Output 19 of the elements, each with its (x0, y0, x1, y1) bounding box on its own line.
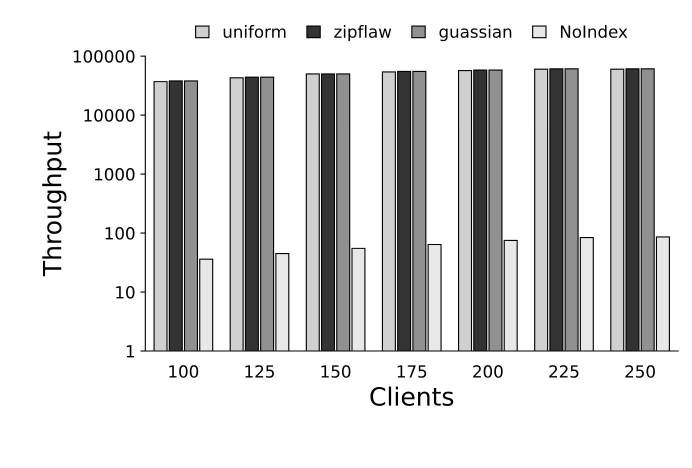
legend-label: uniform (224, 25, 286, 38)
legend-label: zipflaw (334, 25, 392, 42)
y-tick-label: 1 (126, 345, 134, 358)
y-tick-label: 100 (106, 227, 134, 240)
y-axis-title: Throughput (42, 132, 66, 276)
x-tick-label: 100 (169, 365, 198, 378)
y-tick-label: 10 (116, 286, 134, 299)
x-tick-label: 250 (625, 365, 655, 378)
y-tick-label: 100000 (74, 50, 134, 63)
legend-label: NoIndex (560, 25, 628, 38)
x-tick-label: 175 (398, 365, 426, 378)
x-tick-label: 225 (549, 365, 578, 378)
x-tick-label: 150 (322, 365, 350, 378)
legend-label: guassian (439, 25, 512, 42)
x-axis-title: Clients (370, 386, 454, 406)
x-tick-label: 200 (473, 365, 503, 378)
y-tick-label: 1000 (95, 168, 134, 181)
x-tick-label: 125 (245, 365, 274, 378)
y-tick-label: 10000 (84, 109, 134, 122)
